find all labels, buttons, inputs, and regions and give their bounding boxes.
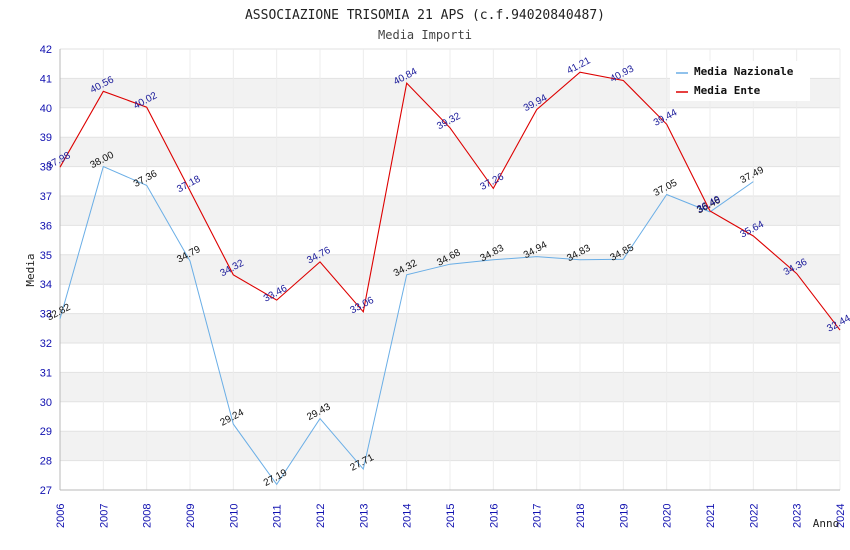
legend-box	[670, 61, 810, 101]
y-tick-label: 42	[40, 44, 52, 56]
data-label-nazionale: 29.24	[219, 407, 247, 429]
y-tick-label: 32	[40, 338, 52, 350]
x-tick-label: 2019	[618, 504, 630, 528]
x-tick-label: 2010	[228, 504, 240, 528]
y-tick-labels: 27 28 29 30 31 32 33 34 35 36 37 38 39 40 41 42	[40, 44, 52, 497]
x-axis-label: Anno	[813, 517, 840, 530]
x-tick-label: 2008	[142, 504, 154, 528]
x-tick-label: 2020	[662, 504, 674, 528]
x-tick-labels: 2006 2007 2008 2009 2010 2011 2012 2013 2014 2015…	[55, 504, 847, 528]
y-tick-label: 41	[40, 73, 52, 85]
data-label-ente: 37.18	[175, 174, 203, 196]
x-tick-label: 2011	[272, 504, 284, 528]
legend-label-naz: Media Nazionale	[694, 65, 794, 78]
y-tick-label: 38	[40, 162, 52, 174]
y-tick-label: 34	[40, 279, 52, 291]
x-tick-label: 2023	[792, 504, 804, 528]
data-label-ente: 37.98	[45, 150, 73, 172]
x-tick-label: 2024	[835, 504, 847, 528]
x-tick-label: 2022	[748, 504, 760, 528]
x-tick-label: 2014	[402, 504, 414, 528]
y-tick-label: 35	[40, 250, 52, 262]
y-tick-label: 36	[40, 220, 52, 232]
x-tick-label: 2009	[185, 504, 197, 528]
x-tick-label: 2016	[488, 504, 500, 528]
series-lines	[59, 71, 841, 486]
y-tick-label: 33	[40, 309, 52, 321]
x-tick-label: 2012	[315, 504, 327, 528]
y-axis-label: Media	[24, 253, 37, 286]
legend-label-ente: Media Ente	[694, 84, 761, 97]
x-tick-label: 2018	[575, 504, 587, 528]
x-tick-label: 2006	[55, 504, 67, 528]
chart-subtitle: Media Importi	[378, 28, 472, 42]
x-tick-label: 2021	[705, 504, 717, 528]
data-label-ente: 39.32	[435, 111, 463, 133]
y-tick-label: 37	[40, 191, 52, 203]
x-tick-label: 2013	[358, 504, 370, 528]
x-tick-label: 2007	[98, 504, 110, 528]
y-tick-label: 30	[40, 397, 52, 409]
data-label-ente: 33.46	[262, 283, 290, 305]
data-label-nazionale: 37.36	[132, 168, 160, 190]
series-line-ente	[59, 71, 841, 331]
data-label-nazionale: 27.19	[262, 467, 290, 489]
y-tick-label: 31	[40, 367, 52, 379]
legend: Media Nazionale Media Ente	[670, 61, 810, 101]
y-tick-label: 27	[40, 485, 52, 497]
x-tick-label: 2015	[445, 504, 457, 528]
y-tick-label: 29	[40, 426, 52, 438]
axes	[59, 49, 840, 491]
chart-title: ASSOCIAZIONE TRISOMIA 21 APS (c.f.940208…	[245, 8, 605, 23]
series-line-nazionale	[59, 165, 754, 486]
x-tick-label: 2017	[532, 504, 544, 528]
y-tick-label: 28	[40, 456, 52, 468]
y-tick-label: 39	[40, 132, 52, 144]
data-label-ente: 39.44	[652, 107, 680, 129]
y-tick-label: 40	[40, 103, 52, 115]
